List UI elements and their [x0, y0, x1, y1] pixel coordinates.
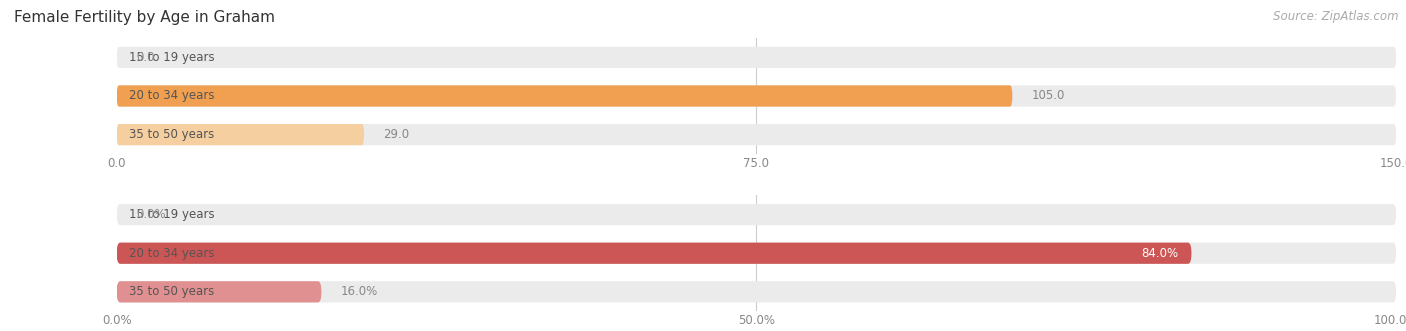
- FancyBboxPatch shape: [117, 281, 322, 303]
- FancyBboxPatch shape: [117, 243, 1191, 264]
- Text: 35 to 50 years: 35 to 50 years: [129, 128, 215, 141]
- Text: 20 to 34 years: 20 to 34 years: [129, 89, 215, 103]
- FancyBboxPatch shape: [117, 124, 1396, 145]
- Text: Source: ZipAtlas.com: Source: ZipAtlas.com: [1274, 10, 1399, 23]
- Text: Female Fertility by Age in Graham: Female Fertility by Age in Graham: [14, 10, 276, 25]
- Text: 0.0%: 0.0%: [136, 208, 166, 221]
- FancyBboxPatch shape: [117, 124, 364, 145]
- FancyBboxPatch shape: [117, 243, 1396, 264]
- FancyBboxPatch shape: [117, 47, 1396, 68]
- Text: 35 to 50 years: 35 to 50 years: [129, 285, 215, 298]
- FancyBboxPatch shape: [117, 281, 1396, 303]
- FancyBboxPatch shape: [117, 204, 1396, 225]
- FancyBboxPatch shape: [117, 85, 1012, 107]
- Text: 105.0: 105.0: [1032, 89, 1064, 103]
- Text: 15 to 19 years: 15 to 19 years: [129, 208, 215, 221]
- Text: 16.0%: 16.0%: [340, 285, 378, 298]
- FancyBboxPatch shape: [117, 85, 1396, 107]
- Text: 20 to 34 years: 20 to 34 years: [129, 247, 215, 260]
- Text: 0.0: 0.0: [136, 51, 155, 64]
- Text: 29.0: 29.0: [384, 128, 409, 141]
- Text: 15 to 19 years: 15 to 19 years: [129, 51, 215, 64]
- Text: 84.0%: 84.0%: [1142, 247, 1178, 260]
